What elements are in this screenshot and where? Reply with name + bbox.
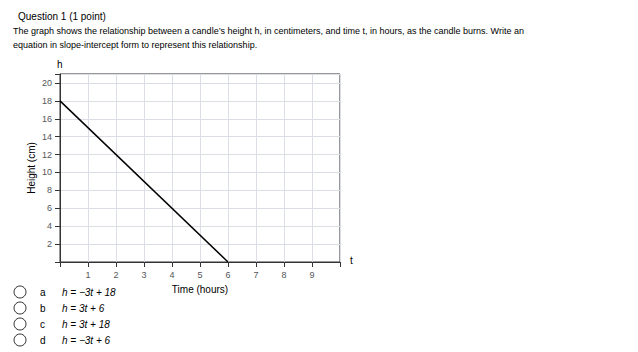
svg-text:10: 10 [42, 167, 52, 177]
svg-text:6: 6 [47, 203, 52, 213]
svg-text:equation in slope-intercept fo: equation in slope-intercept form to repr… [13, 40, 257, 50]
svg-text:14: 14 [42, 132, 52, 142]
svg-text:20: 20 [42, 78, 52, 88]
svg-text:The graph shows the relationsh: The graph shows the relationship between… [13, 26, 524, 36]
svg-text:16: 16 [42, 114, 52, 124]
svg-text:a: a [40, 287, 46, 298]
svg-text:5: 5 [197, 270, 202, 280]
svg-text:2: 2 [113, 270, 118, 280]
svg-text:8: 8 [47, 185, 52, 195]
svg-text:c: c [40, 319, 45, 330]
svg-text:7: 7 [253, 270, 258, 280]
svg-text:Height (cm): Height (cm) [26, 142, 37, 194]
svg-text:t: t [350, 255, 353, 266]
svg-text:d: d [40, 335, 46, 346]
svg-text:b: b [40, 303, 46, 314]
svg-text:12: 12 [42, 150, 52, 160]
svg-text:h = 3t + 6: h = 3t + 6 [62, 303, 105, 314]
svg-text:Time (hours): Time (hours) [172, 284, 228, 295]
svg-text:1: 1 [85, 270, 90, 280]
svg-text:18: 18 [42, 96, 52, 106]
svg-text:8: 8 [281, 270, 286, 280]
svg-text:6: 6 [225, 270, 230, 280]
svg-text:4: 4 [47, 221, 52, 231]
svg-text:h: h [57, 59, 63, 70]
svg-text:Question 1 (1 point): Question 1 (1 point) [18, 11, 106, 22]
svg-text:h = 3t + 18: h = 3t + 18 [62, 319, 110, 330]
svg-text:4: 4 [169, 270, 174, 280]
svg-text:9: 9 [309, 270, 314, 280]
svg-text:2: 2 [47, 239, 52, 249]
svg-text:3: 3 [141, 270, 146, 280]
svg-text:h = −3t + 6: h = −3t + 6 [62, 335, 111, 346]
svg-text:h = −3t + 18: h = −3t + 18 [62, 287, 116, 298]
